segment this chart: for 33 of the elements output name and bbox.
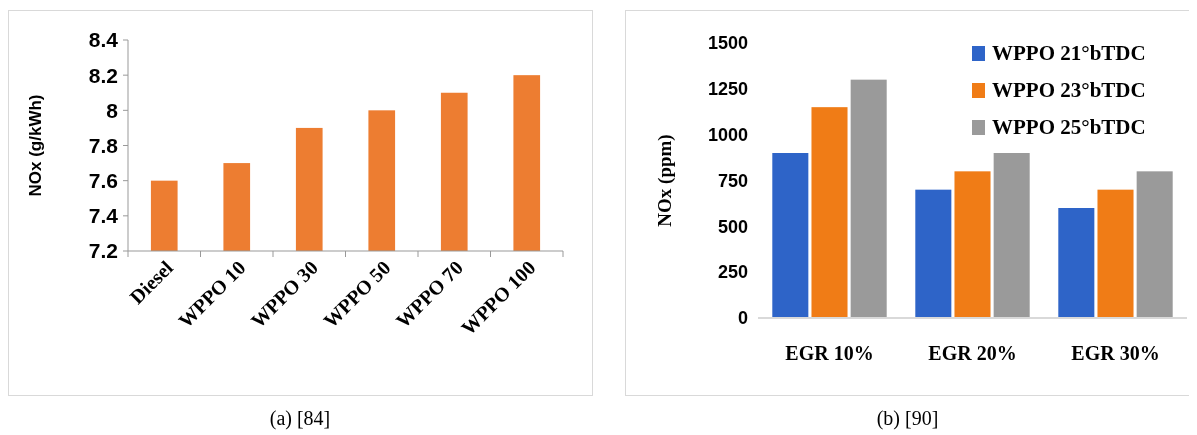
bar: [954, 171, 991, 318]
y-tick-label: 7.8: [88, 133, 119, 157]
bar: [915, 189, 952, 318]
legend-label: WPPO 25°bTDC: [992, 115, 1146, 140]
y-tick-label: 7.2: [88, 239, 118, 263]
y-tick-label: 750: [717, 170, 748, 191]
bar: [1136, 171, 1173, 318]
legend-label: WPPO 21°bTDC: [992, 41, 1146, 66]
y-tick-label: 8.2: [88, 63, 118, 87]
y-axis-title: NOx (ppm): [654, 134, 676, 227]
x-tick-label: EGR 10%: [785, 342, 874, 364]
y-tick-label: 1250: [707, 79, 748, 100]
bar: [1097, 189, 1134, 318]
x-tick-label: EGR 20%: [928, 342, 1017, 364]
bar: [811, 107, 848, 318]
y-axis-title: NOx (g/kWh): [26, 94, 45, 197]
bar: [993, 153, 1030, 318]
x-tick-label: EGR 30%: [1071, 342, 1160, 364]
y-tick-label: 0: [737, 308, 748, 329]
text: (b) [90]: [876, 407, 939, 430]
y-tick-label: 250: [717, 262, 748, 283]
bar: [850, 79, 887, 318]
y-tick-label: 7.4: [88, 204, 119, 228]
y-tick-label: 1000: [707, 124, 748, 145]
y-tick-label: 8: [106, 98, 119, 122]
y-tick-label: 500: [717, 216, 748, 237]
bar: [1058, 208, 1095, 318]
text: (a) [84]: [269, 407, 331, 430]
y-tick-label: 8.4: [88, 28, 119, 52]
y-tick-label: 7.6: [88, 169, 118, 193]
legend-label: WPPO 23°bTDC: [992, 78, 1146, 103]
y-tick-label: 1500: [707, 33, 748, 54]
bar: [772, 153, 809, 318]
